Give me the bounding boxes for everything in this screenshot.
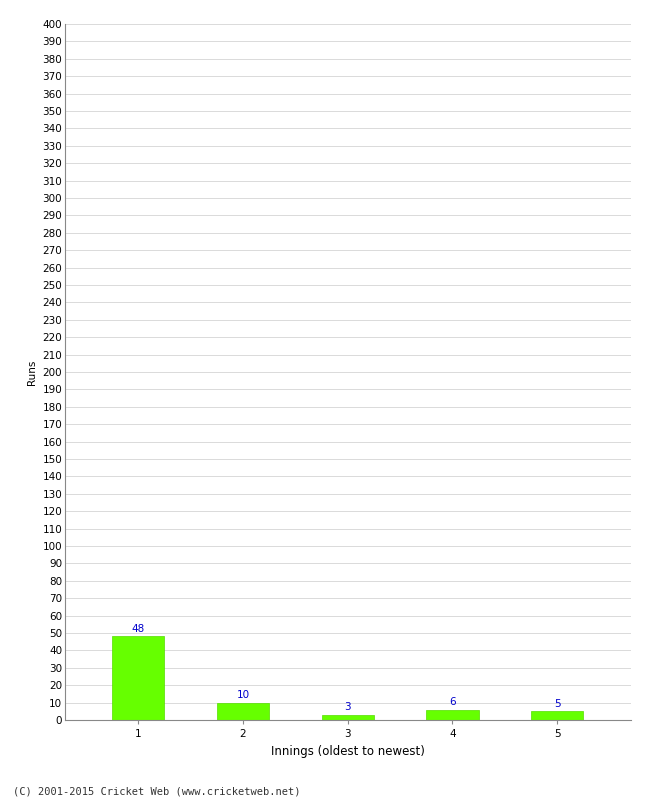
Text: 3: 3	[344, 702, 351, 712]
Text: (C) 2001-2015 Cricket Web (www.cricketweb.net): (C) 2001-2015 Cricket Web (www.cricketwe…	[13, 786, 300, 796]
Bar	[531, 711, 584, 720]
X-axis label: Innings (oldest to newest): Innings (oldest to newest)	[271, 745, 424, 758]
Bar	[426, 710, 478, 720]
Text: 6: 6	[449, 697, 456, 707]
Text: 5: 5	[554, 698, 560, 709]
Bar	[217, 702, 269, 720]
Bar	[322, 714, 374, 720]
Text: 48: 48	[132, 624, 145, 634]
Y-axis label: Runs: Runs	[27, 359, 37, 385]
Bar	[112, 637, 164, 720]
Text: 10: 10	[237, 690, 250, 700]
